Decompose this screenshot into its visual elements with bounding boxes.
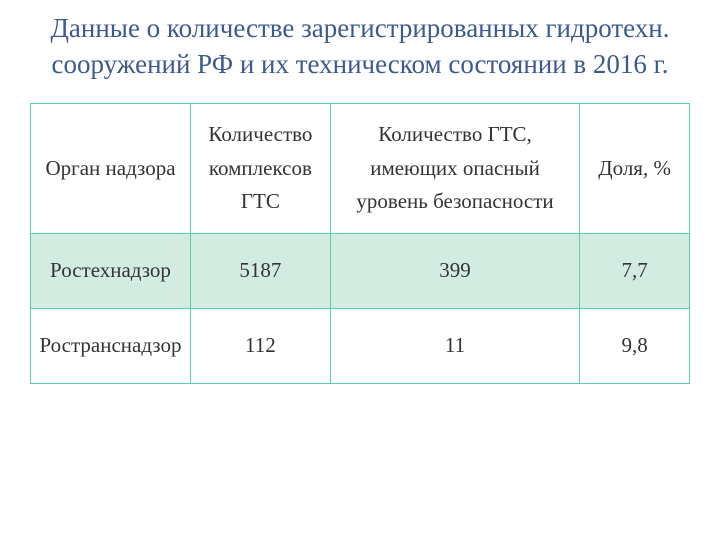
table-header-cell: Количество ГТС, имеющих опасный уровень … xyxy=(330,103,579,233)
table-cell: 399 xyxy=(330,233,579,308)
table-cell: 112 xyxy=(190,308,330,383)
table-cell: 7,7 xyxy=(580,233,690,308)
table-row: Ространснадзор 112 11 9,8 xyxy=(31,308,690,383)
table-cell: Ространснадзор xyxy=(31,308,191,383)
table-header-cell: Доля, % xyxy=(580,103,690,233)
data-table: Орган надзора Количество комплексов ГТС … xyxy=(30,103,690,384)
table-header-cell: Количество комплексов ГТС xyxy=(190,103,330,233)
table-cell: 9,8 xyxy=(580,308,690,383)
table-cell: 11 xyxy=(330,308,579,383)
table-header-row: Орган надзора Количество комплексов ГТС … xyxy=(31,103,690,233)
page-title: Данные о количестве зарегистрированных г… xyxy=(20,10,700,83)
table-row: Ростехнадзор 5187 399 7,7 xyxy=(31,233,690,308)
table-cell: 5187 xyxy=(190,233,330,308)
table-header-cell: Орган надзора xyxy=(31,103,191,233)
table-cell: Ростехнадзор xyxy=(31,233,191,308)
